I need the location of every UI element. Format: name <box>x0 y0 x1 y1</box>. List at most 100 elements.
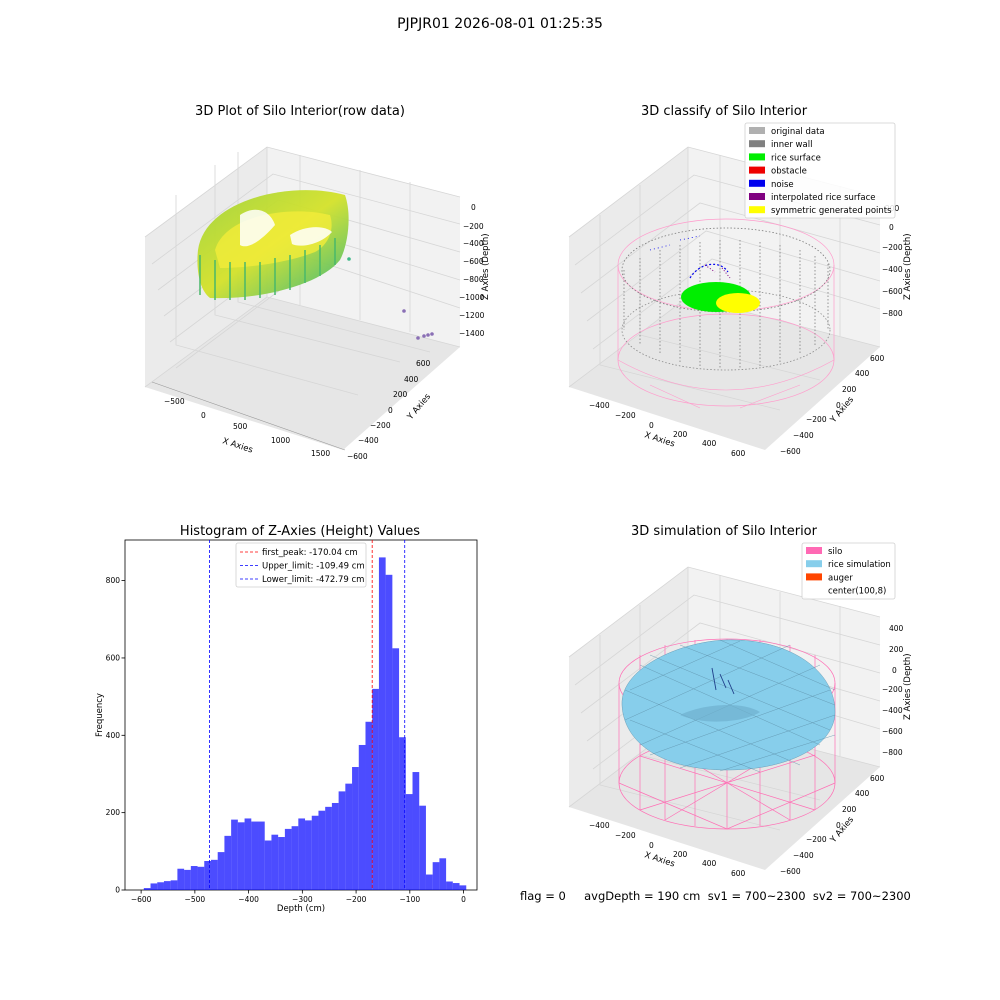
simulation-z-tick: −200 <box>882 685 903 694</box>
simulation-z-tick: 0 <box>892 666 897 675</box>
histogram-bar <box>278 837 285 890</box>
raw-y-tick: −600 <box>347 452 368 461</box>
histogram-x-tick-label: −600 <box>131 895 152 904</box>
classify-z-label: Z Axies (Depth) <box>903 233 913 300</box>
histogram-bars <box>143 557 467 890</box>
classify-x-tick: 400 <box>702 439 717 448</box>
histogram-bar <box>264 840 272 890</box>
raw-z-tick: −1200 <box>459 311 485 320</box>
classify-y-tick: −400 <box>793 431 814 440</box>
histogram-bar <box>197 866 205 890</box>
simulation-z-tick: 400 <box>889 624 904 633</box>
classify-x-tick: −200 <box>615 411 636 420</box>
histogram-bar <box>258 821 265 890</box>
histogram-bar <box>419 805 426 890</box>
classify-y-tick: 400 <box>855 369 870 378</box>
histogram-bar <box>392 648 400 890</box>
classify-legend-label: rice surface <box>771 153 821 163</box>
classify-legend: original data inner wall rice surface obsta… <box>744 122 896 219</box>
simulation-z-label: Z Axies (Depth) <box>903 653 913 720</box>
simulation-legend-swatch <box>806 560 822 568</box>
classify-legend-swatch <box>749 166 765 174</box>
simulation-y-tick: 400 <box>855 789 870 798</box>
classify-legend-label: noise <box>771 180 794 190</box>
simulation-z-tick: −600 <box>882 727 903 736</box>
histogram-bar <box>157 882 164 890</box>
histogram-bar <box>190 866 198 890</box>
histogram-bar <box>345 783 353 890</box>
raw-z-tick: −1000 <box>459 293 485 302</box>
simulation-z-axis: 400 200 0 −200 −400 −600 −800 Z Axies (D… <box>882 624 913 757</box>
raw-x-tick: −500 <box>164 397 185 406</box>
histogram-x-ticks: −600 −500 −400 −300 −200 −100 0 <box>131 890 466 904</box>
histogram-x-tick-label: −100 <box>400 895 421 904</box>
classify-x-tick: 200 <box>673 430 688 439</box>
raw-z-tick: −600 <box>463 257 484 266</box>
classify-y-tick: −200 <box>806 415 827 424</box>
classify-legend-swatch <box>749 206 765 214</box>
simulation-y-label: Y Axies <box>828 815 856 846</box>
histogram-legend-label: first_peak: -170.04 cm <box>262 548 358 558</box>
simulation-y-tick: 0 <box>836 821 841 830</box>
histogram-bar <box>372 688 379 890</box>
classify-z-tick: −200 <box>882 243 903 252</box>
simulation-x-tick: −400 <box>589 821 610 830</box>
raw-z-label: Z Axies (Depth) <box>481 233 491 300</box>
histogram-bar <box>217 852 225 890</box>
histogram-bar <box>237 822 245 890</box>
classify-z-tick: −600 <box>882 287 903 296</box>
histogram-bar <box>291 826 299 890</box>
simulation-legend-label: auger <box>828 573 853 583</box>
classify-legend-swatch <box>749 193 765 200</box>
histogram-bar <box>452 883 460 890</box>
simulation-x-tick: 200 <box>673 850 688 859</box>
histogram-bar <box>231 819 238 890</box>
simulation-legend-label: silo <box>828 547 842 557</box>
histogram-legend: first_peak: -170.04 cm Upper_limit: -109.… <box>235 542 367 588</box>
histogram-legend-label: Upper_limit: -109.49 cm <box>262 562 365 572</box>
histogram-bar <box>311 815 319 890</box>
histogram-y-ticks: 0 200 400 600 800 <box>106 576 125 895</box>
simulation-legend-label: rice simulation <box>828 560 891 570</box>
simulation-x-tick: 600 <box>731 869 746 878</box>
histogram-x-label: Depth (cm) <box>277 904 325 914</box>
histogram-bar <box>305 820 312 890</box>
histogram-bar <box>244 818 252 890</box>
histogram-y-tick-label: 200 <box>106 808 121 817</box>
simulation-legend: silo rice simulation auger center(100,8) <box>801 542 896 600</box>
histogram-x-tick-label: −200 <box>346 895 367 904</box>
classify-legend-label: interpolated rice surface <box>771 193 876 203</box>
classify-legend-swatch <box>749 179 765 187</box>
raw-z-axis: 0 −200 −400 −600 −800 −1000 −1200 −1400 … <box>459 203 491 338</box>
simulation-x-tick: 400 <box>702 859 717 868</box>
raw-y-tick: 0 <box>388 406 393 415</box>
histogram-title: Histogram of Z-Axies (Height) Values <box>179 524 421 539</box>
classify-x-tick: −400 <box>589 401 610 410</box>
raw-z-tick: −400 <box>463 239 484 248</box>
histogram-bar <box>446 881 453 890</box>
histogram-bar <box>143 888 151 890</box>
histogram-bar <box>170 880 178 890</box>
simulation-x-tick: −200 <box>615 831 636 840</box>
histogram-bar <box>358 744 366 890</box>
simulation-z-tick: −400 <box>882 706 903 715</box>
classify-x-tick: 0 <box>649 421 654 430</box>
classify-z-tick: 0 <box>889 223 894 232</box>
histogram-bar <box>251 821 259 890</box>
classify-legend-label: symmetric generated points <box>771 206 892 216</box>
histogram-bar <box>177 868 185 890</box>
histogram-x-tick-label: −500 <box>185 895 206 904</box>
histogram-bar <box>318 810 326 890</box>
raw-y-tick: 400 <box>404 375 419 384</box>
classify-legend-label: inner wall <box>771 140 812 150</box>
histogram-bar <box>412 772 420 890</box>
raw-x-tick: 1000 <box>271 436 290 445</box>
simulation-legend-swatch <box>806 547 822 554</box>
simulation-x-tick: 0 <box>649 841 654 850</box>
classify-legend-swatch <box>749 140 765 148</box>
raw-x-tick: 500 <box>233 422 248 431</box>
